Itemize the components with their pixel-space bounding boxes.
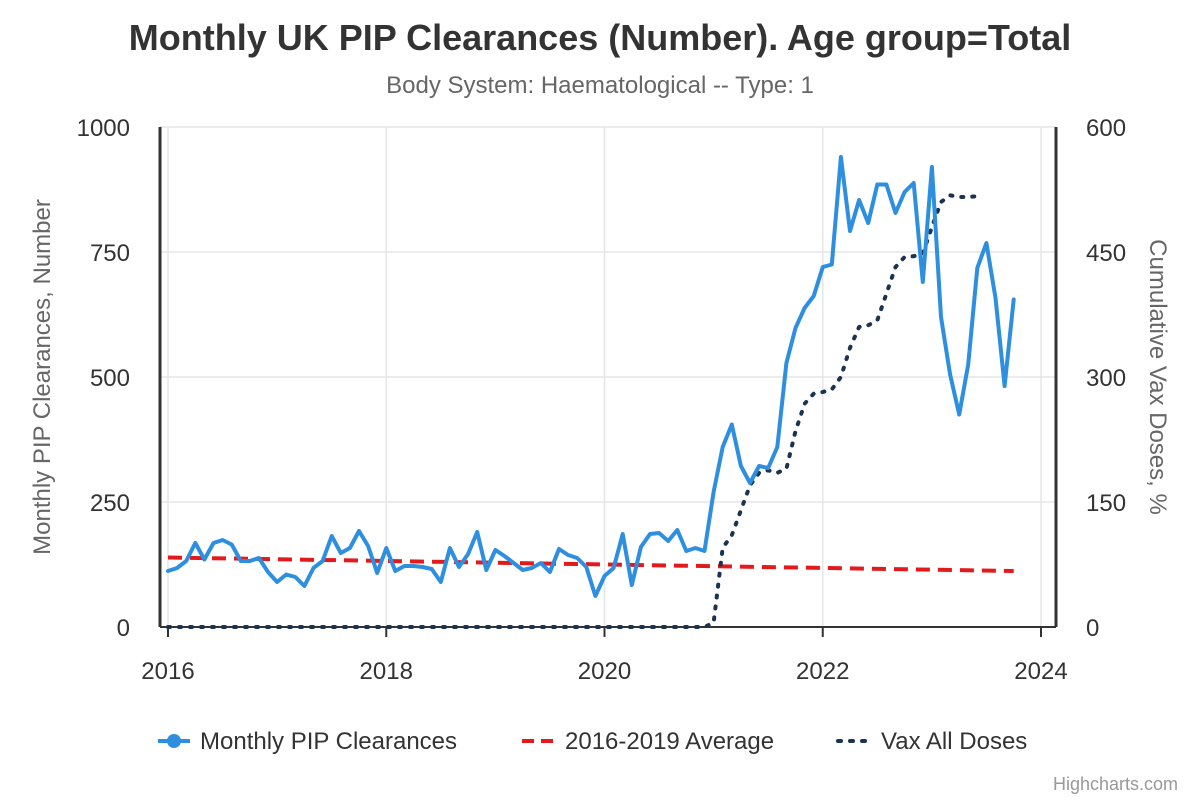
y-tick-label-0: 0 (117, 615, 130, 642)
legend-item-average[interactable]: 2016-2019 Average (522, 728, 774, 755)
y-tick-label-4: 1000 (77, 115, 130, 142)
x-tick-label-0: 2016 (141, 658, 194, 685)
chart-title: Monthly UK PIP Clearances (Number). Age … (129, 17, 1071, 58)
y-tick-label-1: 250 (90, 490, 130, 517)
series-vax-line (166, 193, 980, 629)
grid-lines (160, 126, 1056, 627)
series-pip-line (166, 155, 1016, 598)
legend-item-pip[interactable]: Monthly PIP Clearances (158, 728, 457, 755)
y2-tick-label-1: 150 (1086, 490, 1126, 517)
axes: 0 0 250 150 500 300 750 450 1000 600 2016 2018 2020 2… (77, 115, 1126, 685)
chart-subtitle: Body System: Haematological -- Type: 1 (386, 72, 814, 99)
credits-link[interactable]: Highcharts.com (1053, 774, 1178, 794)
y2-tick-label-4: 600 (1086, 115, 1126, 142)
x-tick-label-1: 2018 (360, 658, 413, 685)
legend: Monthly PIP Clearances 2016-2019 Average… (158, 728, 1027, 755)
y-tick-label-3: 750 (90, 240, 130, 267)
y2-tick-label-2: 300 (1086, 365, 1126, 392)
legend-vax-label: Vax All Doses (881, 728, 1027, 755)
legend-pip-label: Monthly PIP Clearances (200, 728, 457, 755)
legend-average-label: 2016-2019 Average (565, 728, 774, 755)
x-tick-label-4: 2024 (1014, 658, 1067, 685)
y2-tick-label-3: 450 (1086, 240, 1126, 267)
x-tick-label-3: 2022 (796, 658, 849, 685)
x-tick-label-2: 2020 (578, 658, 631, 685)
legend-pip-marker (167, 734, 181, 748)
y2-tick-label-0: 0 (1086, 615, 1099, 642)
legend-item-vax[interactable]: Vax All Doses (836, 728, 1027, 755)
y2-axis-title: Cumulative Vax Doses, % (1144, 239, 1171, 515)
series-average-line (167, 555, 1014, 573)
plot-series (166, 155, 1016, 629)
y-tick-label-2: 500 (90, 365, 130, 392)
y-axis-title: Monthly PIP Clearances, Number (29, 199, 56, 555)
